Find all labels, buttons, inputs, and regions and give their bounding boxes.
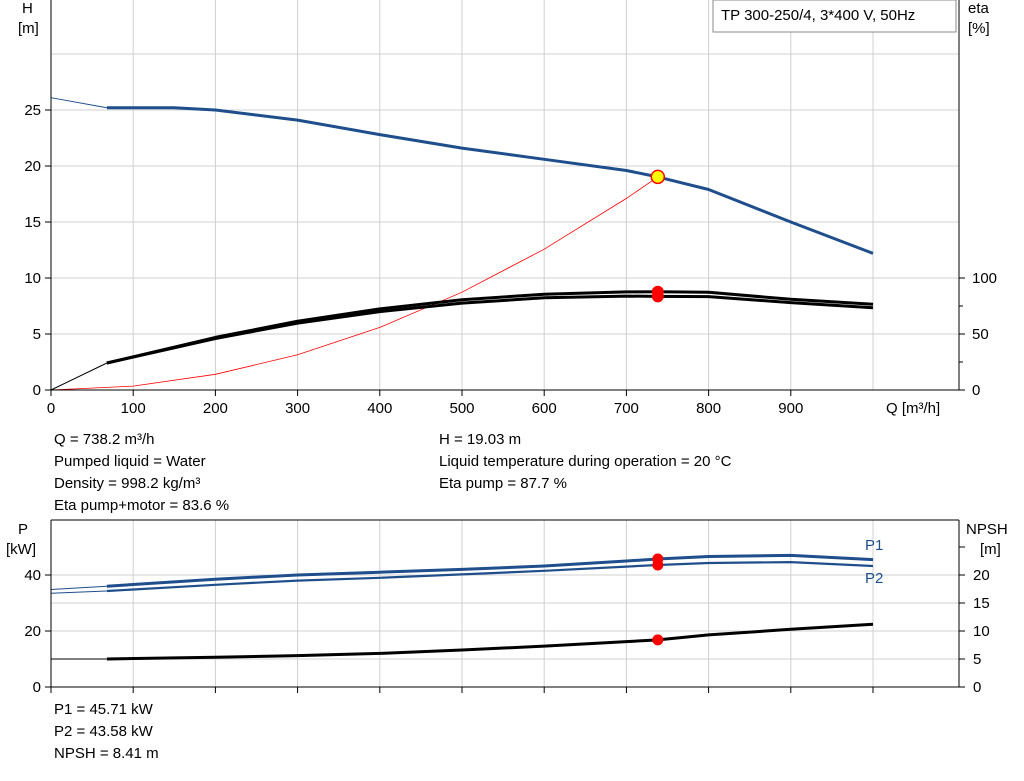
readout-density: Density = 998.2 kg/m³ [54,475,201,492]
eta-tick-label: 0 [972,382,980,399]
npsh-tick-label: 15 [973,595,990,612]
readout-liquid: Pumped liquid = Water [54,453,206,470]
eta-curve-lead [50,362,108,391]
h-curve-lead [50,97,107,109]
x-tick-label: 200 [203,400,228,417]
p-tick-label: 40 [24,567,41,584]
h-tick-label: 10 [24,270,41,287]
x-tick-label: 300 [285,400,310,417]
eta-unit-label: [%] [968,20,990,37]
eta-tick-label: 50 [972,326,989,343]
npsh-tick-label: 0 [973,679,981,696]
readouts-top-right: H = 19.03 m Liquid temperature during op… [439,429,731,495]
top-plot-area [51,0,959,390]
h-axis-label: H [22,0,33,17]
h-tick-label: 0 [33,382,41,399]
h-curve [106,106,874,255]
bottom-grid [51,520,959,687]
x-tick-label: 500 [449,400,474,417]
eta-tick-label: 100 [972,270,997,287]
x-tick-label: 700 [614,400,639,417]
eta-axis-label: eta [968,0,990,17]
p1-curve [106,553,874,588]
bottom-curves [50,553,874,661]
readouts-top-left: Q = 738.2 m³/h Pumped liquid = Water Den… [54,429,229,517]
readout-eta-total: Eta pump+motor = 83.6 % [54,497,230,514]
p2-curve-lead [50,590,107,594]
h-unit-label: [m] [18,20,39,37]
eta-pump-curve [106,290,874,365]
npsh-tick-label: 10 [973,623,990,640]
p2-curve [106,561,874,593]
readout-eta-pump: Eta pump = 87.7 % [439,475,567,492]
duty-point-marker [650,169,666,185]
h-tick-label: 5 [33,326,41,343]
eta-total-curve [106,294,874,365]
x-tick-label: 400 [367,400,392,417]
npsh-duty-marker [652,634,664,646]
p2-duty-marker [652,559,664,571]
x-tick-label: 800 [696,400,721,417]
readout-npsh: NPSH = 8.41 m [54,745,159,762]
x-tick-label: 900 [778,400,803,417]
title-box [712,0,957,33]
eta-total-duty-marker [651,290,664,303]
readout-temperature: Liquid temperature during operation = 20… [439,453,732,470]
npsh-tick-label: 20 [973,567,990,584]
p-tick-label: 0 [33,679,41,696]
x-tick-label: 100 [121,400,146,417]
readouts-bottom: P1 = 45.71 kW P2 = 43.58 kW NPSH = 8.41 … [54,699,159,765]
q-axis-label: Q [m³/h] [886,400,940,417]
bottom-ticks: 0 20 40 0 5 10 15 20 [24,546,990,696]
top-ticks: 0 100 200 300 400 500 600 700 800 900 0 5 10 15 20 25 0 5… [24,102,997,417]
h-tick-label: 15 [24,214,41,231]
readout-h: H = 19.03 m [439,431,522,448]
p-unit-label: [kW] [6,541,36,558]
x-tick-label: 600 [532,400,557,417]
npsh-tick-label: 5 [973,651,981,668]
top-grid [51,0,959,390]
p-tick-label: 20 [24,623,41,640]
p1-series-label: P1 [865,537,883,554]
h-tick-label: 25 [24,102,41,119]
x-tick-label: 0 [47,400,55,417]
npsh-unit-label: [m] [980,541,1001,558]
p2-series-label: P2 [865,570,883,587]
top-curves [50,97,874,391]
h-tick-label: 20 [24,158,41,175]
readout-p2: P2 = 43.58 kW [54,723,153,740]
npsh-axis-label: NPSH [966,521,1008,538]
p1-curve-lead [50,585,107,591]
chart-title: TP 300-250/4, 3*400 V, 50Hz [721,7,915,24]
p-axis-label: P [18,521,28,538]
npsh-curve [106,622,874,661]
system-curve [50,176,659,391]
readout-q: Q = 738.2 m³/h [54,431,155,448]
readout-p1: P1 = 45.71 kW [54,701,153,718]
